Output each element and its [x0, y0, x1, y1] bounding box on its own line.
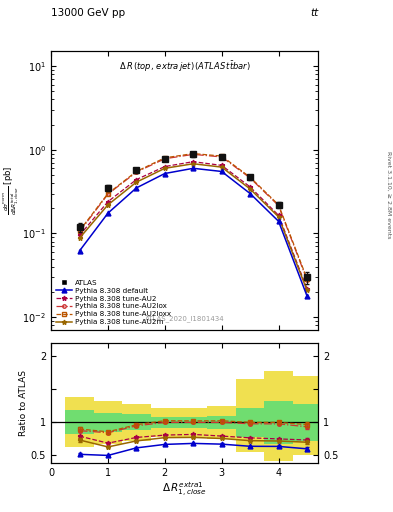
Text: $\Delta\,R\,(top,\,extra\,jet)\,(ATLAS\,t\bar{t}bar)$: $\Delta\,R\,(top,\,extra\,jet)\,(ATLAS\,… — [119, 59, 251, 74]
Text: Rivet 3.1.10, ≥ 2.8M events: Rivet 3.1.10, ≥ 2.8M events — [386, 151, 391, 238]
X-axis label: $\Delta\,R_{1,close}^{extra1}$: $\Delta\,R_{1,close}^{extra1}$ — [162, 481, 207, 499]
Legend: ATLAS, Pythia 8.308 default, Pythia 8.308 tune-AU2, Pythia 8.308 tune-AU2lox, Py: ATLAS, Pythia 8.308 default, Pythia 8.30… — [55, 279, 173, 327]
Text: 13000 GeV pp: 13000 GeV pp — [51, 8, 125, 18]
Text: ATLAS_2020_I1801434: ATLAS_2020_I1801434 — [145, 315, 224, 322]
Y-axis label: Ratio to ATLAS: Ratio to ATLAS — [19, 370, 28, 436]
Text: tt: tt — [310, 8, 318, 18]
Y-axis label: $\frac{d\sigma^{norm}}{d\Delta R_{1,close}^{total}}$ [pb]: $\frac{d\sigma^{norm}}{d\Delta R_{1,clos… — [2, 166, 21, 216]
